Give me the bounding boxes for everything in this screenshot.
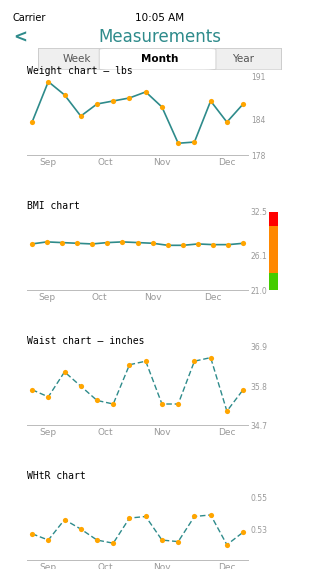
Text: Week: Week: [63, 53, 92, 64]
FancyBboxPatch shape: [99, 48, 216, 70]
Point: [180, 241, 186, 250]
Point: [176, 399, 181, 409]
Point: [159, 102, 164, 112]
Point: [111, 96, 116, 105]
Point: [208, 510, 213, 519]
Point: [159, 535, 164, 545]
Point: [192, 357, 197, 366]
Text: BMI chart: BMI chart: [27, 201, 80, 211]
Point: [150, 239, 155, 248]
Point: [120, 237, 125, 246]
Point: [46, 392, 51, 401]
Point: [224, 118, 229, 127]
Point: [208, 353, 213, 362]
Point: [29, 240, 34, 249]
FancyBboxPatch shape: [38, 48, 282, 70]
Point: [224, 540, 229, 549]
Point: [159, 399, 164, 409]
Point: [143, 88, 148, 97]
Text: Weight chart – lbs: Weight chart – lbs: [27, 66, 133, 76]
Point: [176, 537, 181, 546]
Point: [241, 385, 246, 394]
Point: [60, 238, 65, 247]
Point: [46, 77, 51, 86]
Point: [94, 100, 100, 109]
Text: Year: Year: [232, 53, 254, 64]
Point: [62, 90, 67, 100]
Point: [62, 368, 67, 377]
Point: [75, 239, 80, 248]
Point: [44, 237, 49, 246]
Text: <: <: [13, 28, 27, 47]
Point: [211, 240, 216, 249]
Text: 10:05 AM: 10:05 AM: [135, 13, 185, 23]
Text: Month: Month: [141, 53, 179, 64]
Point: [226, 240, 231, 249]
Text: Carrier: Carrier: [13, 13, 46, 23]
Point: [176, 139, 181, 148]
Point: [29, 529, 35, 538]
Point: [46, 535, 51, 545]
Point: [143, 357, 148, 366]
Point: [241, 239, 246, 248]
Point: [111, 539, 116, 548]
Point: [78, 112, 83, 121]
Point: [127, 513, 132, 522]
Point: [143, 512, 148, 521]
Point: [111, 399, 116, 409]
Point: [90, 240, 95, 249]
Point: [29, 118, 35, 127]
Point: [192, 512, 197, 521]
Point: [29, 385, 35, 394]
Point: [78, 525, 83, 534]
Text: WHtR chart: WHtR chart: [27, 471, 86, 481]
Point: [105, 238, 110, 247]
Point: [78, 382, 83, 391]
Point: [94, 535, 100, 545]
Point: [208, 96, 213, 105]
Point: [165, 241, 171, 250]
Text: Measurements: Measurements: [99, 28, 221, 47]
Point: [192, 138, 197, 147]
Point: [241, 100, 246, 109]
Point: [224, 407, 229, 416]
Point: [241, 527, 246, 537]
Point: [135, 238, 140, 247]
Point: [94, 396, 100, 405]
Point: [62, 515, 67, 524]
Point: [127, 360, 132, 369]
Text: Waist chart – inches: Waist chart – inches: [27, 336, 145, 346]
Point: [196, 240, 201, 249]
Point: [127, 93, 132, 102]
